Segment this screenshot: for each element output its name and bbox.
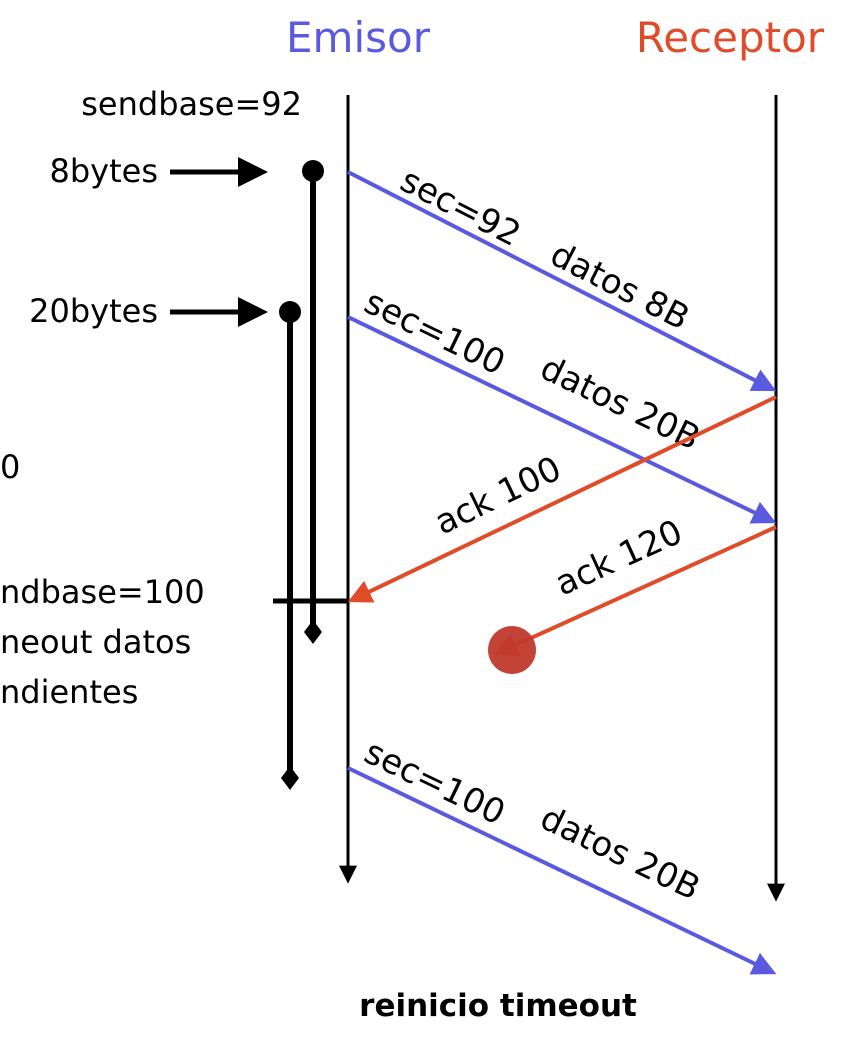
bytes8-label: 8bytes bbox=[49, 152, 158, 190]
timer2-end-diamond bbox=[281, 766, 299, 790]
cut-number-label: 0 bbox=[0, 448, 20, 486]
segment3-arrow bbox=[347, 766, 777, 975]
segment3-datos-label: datos 20B bbox=[534, 798, 706, 908]
sendbase-update-label: ndbase=100 bbox=[0, 573, 205, 611]
lost-packet-marker bbox=[488, 626, 536, 674]
receiver-header: Receptor bbox=[636, 13, 825, 62]
ack120-arrow bbox=[493, 525, 777, 657]
sender-header: Emisor bbox=[286, 13, 431, 62]
ack100-arrow bbox=[347, 395, 777, 603]
segment1-datos-label: datos 8B bbox=[544, 234, 696, 338]
sendbase-initial-label: sendbase=92 bbox=[81, 85, 302, 123]
bytes20-label: 20bytes bbox=[29, 292, 158, 330]
timeout-line1-label: neout datos bbox=[0, 623, 191, 661]
ack120-label: ack 120 bbox=[549, 512, 688, 604]
timeout-line2-label: ndientes bbox=[0, 673, 138, 711]
timer1-end-diamond bbox=[304, 620, 322, 644]
footer-caption: reinicio timeout bbox=[359, 988, 637, 1024]
segment2-arrow bbox=[347, 315, 777, 524]
segment1-arrow bbox=[347, 170, 777, 392]
